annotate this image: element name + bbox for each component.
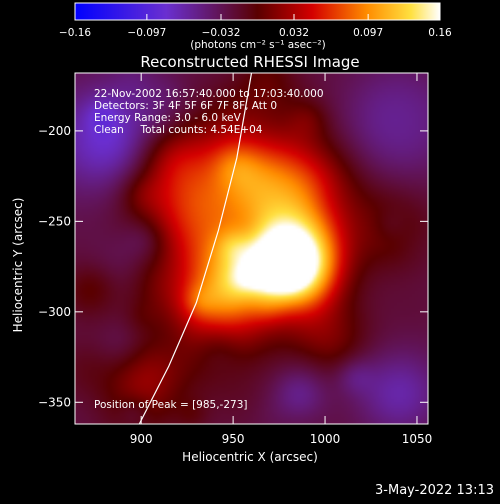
axes: 900 950 1000 1050 −200 −250 −300 −350 [38, 73, 432, 446]
y-axis-label: Heliocentric Y (arcsec) [11, 198, 25, 333]
chart-title: Reconstructed RHESSI Image [140, 53, 359, 71]
x-tick-label: 950 [222, 432, 245, 446]
y-tick-label: −200 [38, 124, 71, 138]
plot-frame [74, 72, 429, 425]
annotation-time: 22-Nov-2002 16:57:40.000 to 17:03:40.000 [94, 88, 324, 100]
colorbar-ticks: −0.16 −0.097 −0.032 0.032 0.097 0.16 [59, 14, 452, 39]
y-tick-label: −300 [38, 305, 71, 319]
date-stamp: 3-May-2022 13:13 [375, 483, 494, 498]
heatmap-image [75, 73, 428, 424]
colorbar-tick-label: −0.16 [59, 27, 91, 39]
colorbar-tick-label: −0.097 [127, 27, 166, 39]
colorbar [74, 2, 441, 21]
colorbar-tick-label: −0.032 [202, 27, 241, 39]
annotation-detectors: Detectors: 3F 4F 5F 6F 7F 8F, Att 0 [94, 100, 277, 112]
x-tick-label: 1000 [310, 432, 341, 446]
x-axis-label: Heliocentric X (arcsec) [182, 450, 318, 464]
x-tick-label: 1050 [402, 432, 433, 446]
y-tick-label: −250 [38, 214, 71, 228]
annotation-counts: Clean Total counts: 4.54E+04 [94, 124, 263, 136]
colorbar-tick-label: 0.097 [353, 27, 383, 39]
solar-limb-curve [138, 73, 253, 424]
x-tick-label: 900 [130, 432, 153, 446]
colorbar-tick-label: 0.16 [428, 27, 452, 39]
y-tick-label: −350 [38, 395, 71, 409]
colorbar-units: (photons cm⁻² s⁻¹ asec⁻²) [190, 39, 325, 51]
annotation-energy: Energy Range: 3.0 - 6.0 keV [94, 112, 242, 124]
colorbar-tick-label: 0.032 [279, 27, 309, 39]
peak-position-label: Position of Peak = [985,-273] [94, 399, 248, 411]
